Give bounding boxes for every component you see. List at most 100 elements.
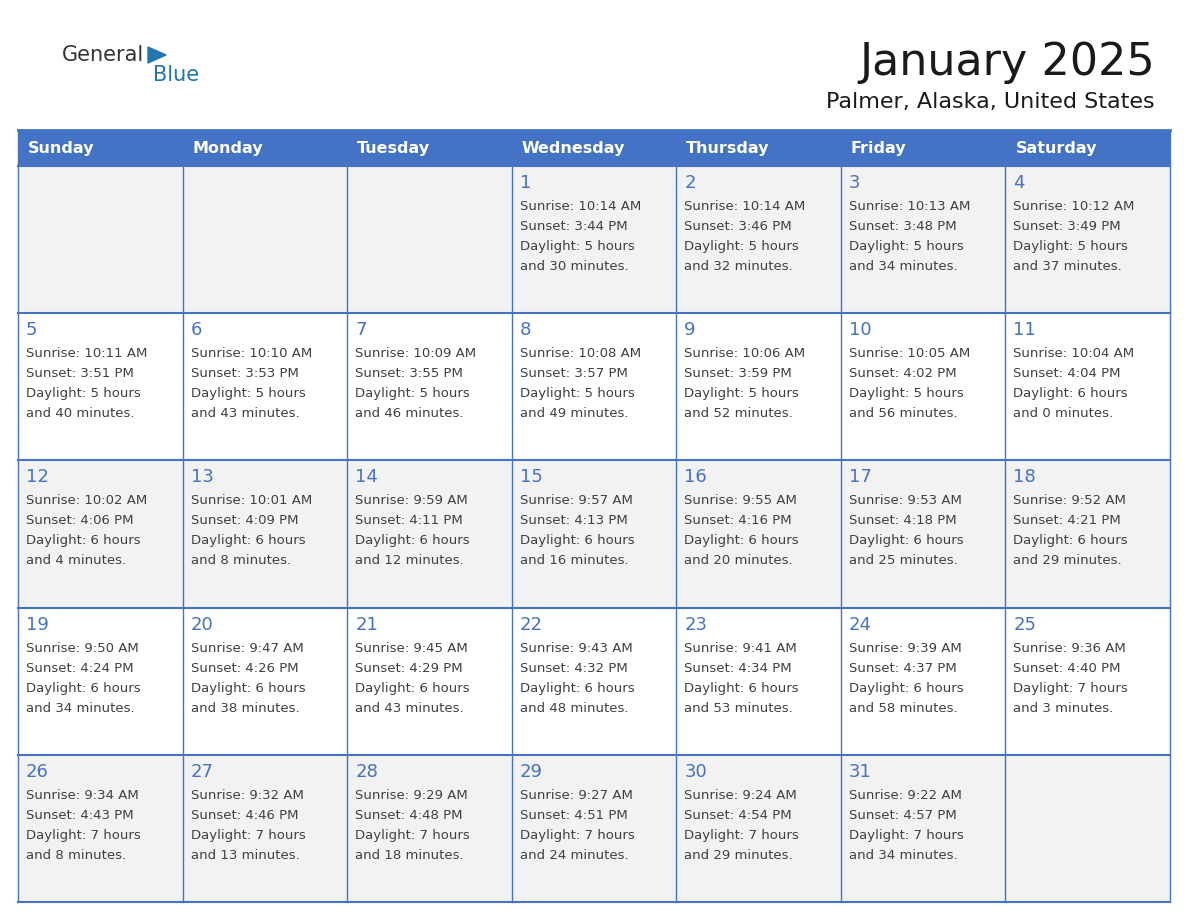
Text: Sunrise: 10:08 AM: Sunrise: 10:08 AM <box>519 347 640 360</box>
Text: and 25 minutes.: and 25 minutes. <box>849 554 958 567</box>
Text: Daylight: 6 hours: Daylight: 6 hours <box>849 681 963 695</box>
Text: Sunrise: 10:11 AM: Sunrise: 10:11 AM <box>26 347 147 360</box>
Text: Sunrise: 10:14 AM: Sunrise: 10:14 AM <box>684 200 805 213</box>
Text: Daylight: 5 hours: Daylight: 5 hours <box>519 387 634 400</box>
Text: 20: 20 <box>190 616 214 633</box>
Text: Sunset: 4:13 PM: Sunset: 4:13 PM <box>519 514 627 528</box>
Text: Sunday: Sunday <box>29 140 95 155</box>
Text: Daylight: 6 hours: Daylight: 6 hours <box>1013 387 1129 400</box>
Text: Daylight: 6 hours: Daylight: 6 hours <box>519 681 634 695</box>
Text: Sunrise: 9:41 AM: Sunrise: 9:41 AM <box>684 642 797 655</box>
Text: Sunset: 4:48 PM: Sunset: 4:48 PM <box>355 809 462 822</box>
Text: 9: 9 <box>684 321 696 339</box>
Text: Sunset: 4:09 PM: Sunset: 4:09 PM <box>190 514 298 528</box>
Text: Sunrise: 10:14 AM: Sunrise: 10:14 AM <box>519 200 642 213</box>
Text: and 52 minutes.: and 52 minutes. <box>684 408 794 420</box>
Text: Sunset: 4:37 PM: Sunset: 4:37 PM <box>849 662 956 675</box>
Text: Sunrise: 9:52 AM: Sunrise: 9:52 AM <box>1013 495 1126 508</box>
Text: Daylight: 5 hours: Daylight: 5 hours <box>849 387 963 400</box>
Text: 23: 23 <box>684 616 707 633</box>
Text: Sunrise: 10:13 AM: Sunrise: 10:13 AM <box>849 200 971 213</box>
Text: and 43 minutes.: and 43 minutes. <box>190 408 299 420</box>
Text: Sunset: 4:29 PM: Sunset: 4:29 PM <box>355 662 463 675</box>
Text: Sunset: 4:18 PM: Sunset: 4:18 PM <box>849 514 956 528</box>
Text: and 48 minutes.: and 48 minutes. <box>519 701 628 714</box>
Text: Sunset: 3:49 PM: Sunset: 3:49 PM <box>1013 220 1121 233</box>
Text: 10: 10 <box>849 321 872 339</box>
Text: and 46 minutes.: and 46 minutes. <box>355 408 463 420</box>
Text: Daylight: 6 hours: Daylight: 6 hours <box>1013 534 1129 547</box>
Bar <box>18 313 1170 461</box>
Text: 8: 8 <box>519 321 531 339</box>
Text: Sunset: 4:21 PM: Sunset: 4:21 PM <box>1013 514 1121 528</box>
Text: Sunrise: 9:29 AM: Sunrise: 9:29 AM <box>355 789 468 801</box>
Text: 26: 26 <box>26 763 49 781</box>
Text: 11: 11 <box>1013 321 1036 339</box>
Text: and 29 minutes.: and 29 minutes. <box>684 849 792 862</box>
Text: and 34 minutes.: and 34 minutes. <box>849 260 958 273</box>
Text: 6: 6 <box>190 321 202 339</box>
Text: Sunrise: 10:06 AM: Sunrise: 10:06 AM <box>684 347 805 360</box>
Text: and 29 minutes.: and 29 minutes. <box>1013 554 1121 567</box>
Text: Sunset: 4:06 PM: Sunset: 4:06 PM <box>26 514 133 528</box>
Text: 31: 31 <box>849 763 872 781</box>
Text: Sunset: 4:34 PM: Sunset: 4:34 PM <box>684 662 792 675</box>
Text: January 2025: January 2025 <box>859 40 1155 84</box>
Text: Daylight: 6 hours: Daylight: 6 hours <box>355 681 469 695</box>
Text: Sunrise: 10:04 AM: Sunrise: 10:04 AM <box>1013 347 1135 360</box>
Text: General: General <box>62 45 144 65</box>
Text: Daylight: 7 hours: Daylight: 7 hours <box>190 829 305 842</box>
Text: Sunrise: 9:27 AM: Sunrise: 9:27 AM <box>519 789 632 801</box>
Text: Sunset: 3:55 PM: Sunset: 3:55 PM <box>355 367 463 380</box>
Text: Sunset: 3:48 PM: Sunset: 3:48 PM <box>849 220 956 233</box>
Text: Sunrise: 9:55 AM: Sunrise: 9:55 AM <box>684 495 797 508</box>
Text: 25: 25 <box>1013 616 1036 633</box>
Text: Daylight: 6 hours: Daylight: 6 hours <box>849 534 963 547</box>
Text: 27: 27 <box>190 763 214 781</box>
Text: Sunrise: 9:22 AM: Sunrise: 9:22 AM <box>849 789 962 801</box>
Bar <box>18 461 1170 608</box>
Text: Sunrise: 10:02 AM: Sunrise: 10:02 AM <box>26 495 147 508</box>
Text: Sunrise: 10:05 AM: Sunrise: 10:05 AM <box>849 347 971 360</box>
Text: 4: 4 <box>1013 174 1025 192</box>
Text: Sunrise: 9:43 AM: Sunrise: 9:43 AM <box>519 642 632 655</box>
Text: Sunset: 4:51 PM: Sunset: 4:51 PM <box>519 809 627 822</box>
Text: and 53 minutes.: and 53 minutes. <box>684 701 794 714</box>
Text: 12: 12 <box>26 468 49 487</box>
Text: Sunset: 4:11 PM: Sunset: 4:11 PM <box>355 514 463 528</box>
Text: Daylight: 7 hours: Daylight: 7 hours <box>26 829 140 842</box>
Text: and 56 minutes.: and 56 minutes. <box>849 408 958 420</box>
Text: Friday: Friday <box>851 140 906 155</box>
Text: 18: 18 <box>1013 468 1036 487</box>
Text: Sunrise: 10:09 AM: Sunrise: 10:09 AM <box>355 347 476 360</box>
Text: and 40 minutes.: and 40 minutes. <box>26 408 134 420</box>
Bar <box>18 130 1170 166</box>
Text: Daylight: 6 hours: Daylight: 6 hours <box>26 681 140 695</box>
Text: Sunset: 3:51 PM: Sunset: 3:51 PM <box>26 367 134 380</box>
Text: Sunset: 4:24 PM: Sunset: 4:24 PM <box>26 662 133 675</box>
Text: Sunset: 3:57 PM: Sunset: 3:57 PM <box>519 367 627 380</box>
Text: Daylight: 6 hours: Daylight: 6 hours <box>190 681 305 695</box>
Text: Saturday: Saturday <box>1016 140 1097 155</box>
Text: Blue: Blue <box>153 65 200 85</box>
Text: Sunrise: 9:39 AM: Sunrise: 9:39 AM <box>849 642 961 655</box>
Text: Wednesday: Wednesday <box>522 140 625 155</box>
Text: Palmer, Alaska, United States: Palmer, Alaska, United States <box>827 92 1155 112</box>
Text: Daylight: 5 hours: Daylight: 5 hours <box>1013 240 1129 253</box>
Text: Daylight: 6 hours: Daylight: 6 hours <box>355 534 469 547</box>
Text: and 58 minutes.: and 58 minutes. <box>849 701 958 714</box>
Text: Sunset: 4:16 PM: Sunset: 4:16 PM <box>684 514 792 528</box>
Text: Sunrise: 10:01 AM: Sunrise: 10:01 AM <box>190 495 311 508</box>
Text: and 34 minutes.: and 34 minutes. <box>26 701 134 714</box>
Bar <box>18 166 1170 313</box>
Text: Sunrise: 9:36 AM: Sunrise: 9:36 AM <box>1013 642 1126 655</box>
Text: Daylight: 6 hours: Daylight: 6 hours <box>684 534 798 547</box>
Text: Sunset: 3:46 PM: Sunset: 3:46 PM <box>684 220 792 233</box>
Text: Daylight: 7 hours: Daylight: 7 hours <box>849 829 963 842</box>
Text: Sunset: 4:57 PM: Sunset: 4:57 PM <box>849 809 956 822</box>
Text: Daylight: 7 hours: Daylight: 7 hours <box>519 829 634 842</box>
Text: 28: 28 <box>355 763 378 781</box>
Text: Sunset: 4:04 PM: Sunset: 4:04 PM <box>1013 367 1121 380</box>
Text: 2: 2 <box>684 174 696 192</box>
Text: and 34 minutes.: and 34 minutes. <box>849 849 958 862</box>
